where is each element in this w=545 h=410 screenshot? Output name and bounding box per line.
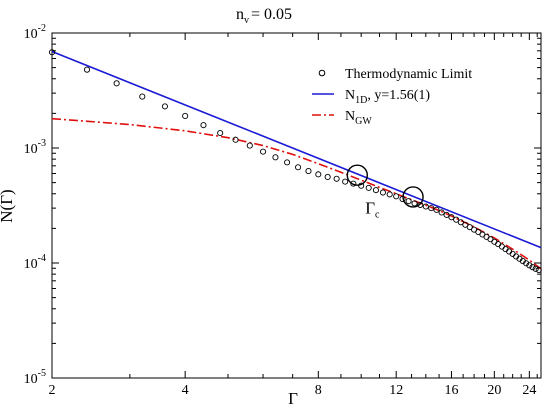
series-layer: [48, 49, 542, 274]
data-point: [405, 198, 412, 205]
annotation-circle: [402, 186, 424, 208]
data-point: [284, 159, 291, 166]
annotation-circle: [346, 164, 368, 186]
chart-title: nv = 0.05: [236, 6, 292, 26]
data-point: [457, 219, 464, 226]
data-point: [422, 203, 429, 210]
x-tick-label: 2: [49, 383, 56, 398]
data-point: [83, 66, 91, 73]
data-point: [333, 175, 340, 182]
data-point: [342, 178, 349, 185]
x-axis-label: Γ: [288, 389, 298, 408]
data-point: [113, 80, 120, 87]
y-tick-label: 10-2: [24, 23, 46, 42]
y-tick-labels: 10-5 10-4 10-3 10-2: [24, 23, 46, 387]
annotation-label: Γc: [365, 198, 380, 220]
data-point: [448, 214, 455, 221]
axis-ticks: [51, 32, 541, 379]
chart-title-main: nv = 0.05: [236, 6, 292, 26]
y-axis-label: N(Γ): [0, 189, 16, 222]
plot-frame: [51, 32, 542, 379]
data-point: [161, 103, 168, 110]
data-point: [417, 201, 424, 208]
data-point: [139, 93, 146, 100]
data-point: [372, 187, 380, 194]
legend-entry: NGW: [312, 109, 372, 127]
data-point: [48, 49, 56, 56]
data-point: [182, 112, 189, 119]
annotation-layer: Γc: [346, 164, 424, 220]
data-point: [386, 191, 393, 198]
x-tick-label: 4: [182, 383, 189, 398]
data-point: [315, 171, 322, 178]
legend-label: NGW: [345, 109, 372, 127]
plot-area: Γc: [48, 32, 542, 379]
data-point: [535, 266, 542, 274]
data-point: [411, 200, 418, 207]
data-point: [495, 241, 502, 248]
data-point: [295, 164, 302, 171]
data-point: [259, 148, 267, 155]
legend-entry: N1D, y=1.56(1): [312, 88, 430, 106]
data-point: [200, 122, 207, 129]
data-point: [272, 154, 279, 161]
data-point: [498, 243, 505, 250]
x-tick-label: 12: [389, 383, 403, 398]
data-point: [532, 265, 539, 272]
legend-label: Thermodynamic Limit: [345, 67, 472, 82]
data-point: [491, 238, 498, 245]
series-line-n1d: [51, 50, 542, 249]
x-tick-label: 24: [522, 383, 536, 398]
data-point: [232, 136, 239, 143]
data-point: [428, 205, 435, 212]
data-point: [529, 264, 536, 271]
data-point: [438, 209, 445, 216]
data-point: [217, 129, 224, 137]
legend-marker: [318, 69, 326, 77]
data-point: [443, 211, 450, 218]
x-tick-label: 16: [444, 383, 458, 398]
y-tick-label: 10-3: [24, 138, 46, 157]
x-tick-labels: 2 4 8 12 16 20 24: [49, 383, 537, 398]
data-point: [246, 142, 253, 149]
x-tick-label: 8: [315, 383, 322, 398]
legend: Thermodynamic Limit N1D, y=1.56(1) NGW: [312, 67, 472, 127]
data-point: [365, 184, 372, 191]
data-point: [379, 189, 386, 196]
legend-entry: Thermodynamic Limit: [318, 67, 472, 82]
y-tick-label: 10-5: [24, 368, 46, 387]
legend-label: N1D, y=1.56(1): [345, 88, 430, 106]
data-point: [523, 260, 530, 267]
data-point: [526, 262, 533, 269]
data-point: [305, 168, 312, 175]
data-point: [453, 216, 460, 223]
data-point: [324, 173, 331, 181]
x-tick-label: 20: [487, 383, 501, 398]
data-point: [393, 193, 400, 200]
data-point: [433, 206, 440, 213]
y-tick-label: 10-4: [24, 253, 46, 272]
series-line-ngw: [51, 117, 542, 270]
